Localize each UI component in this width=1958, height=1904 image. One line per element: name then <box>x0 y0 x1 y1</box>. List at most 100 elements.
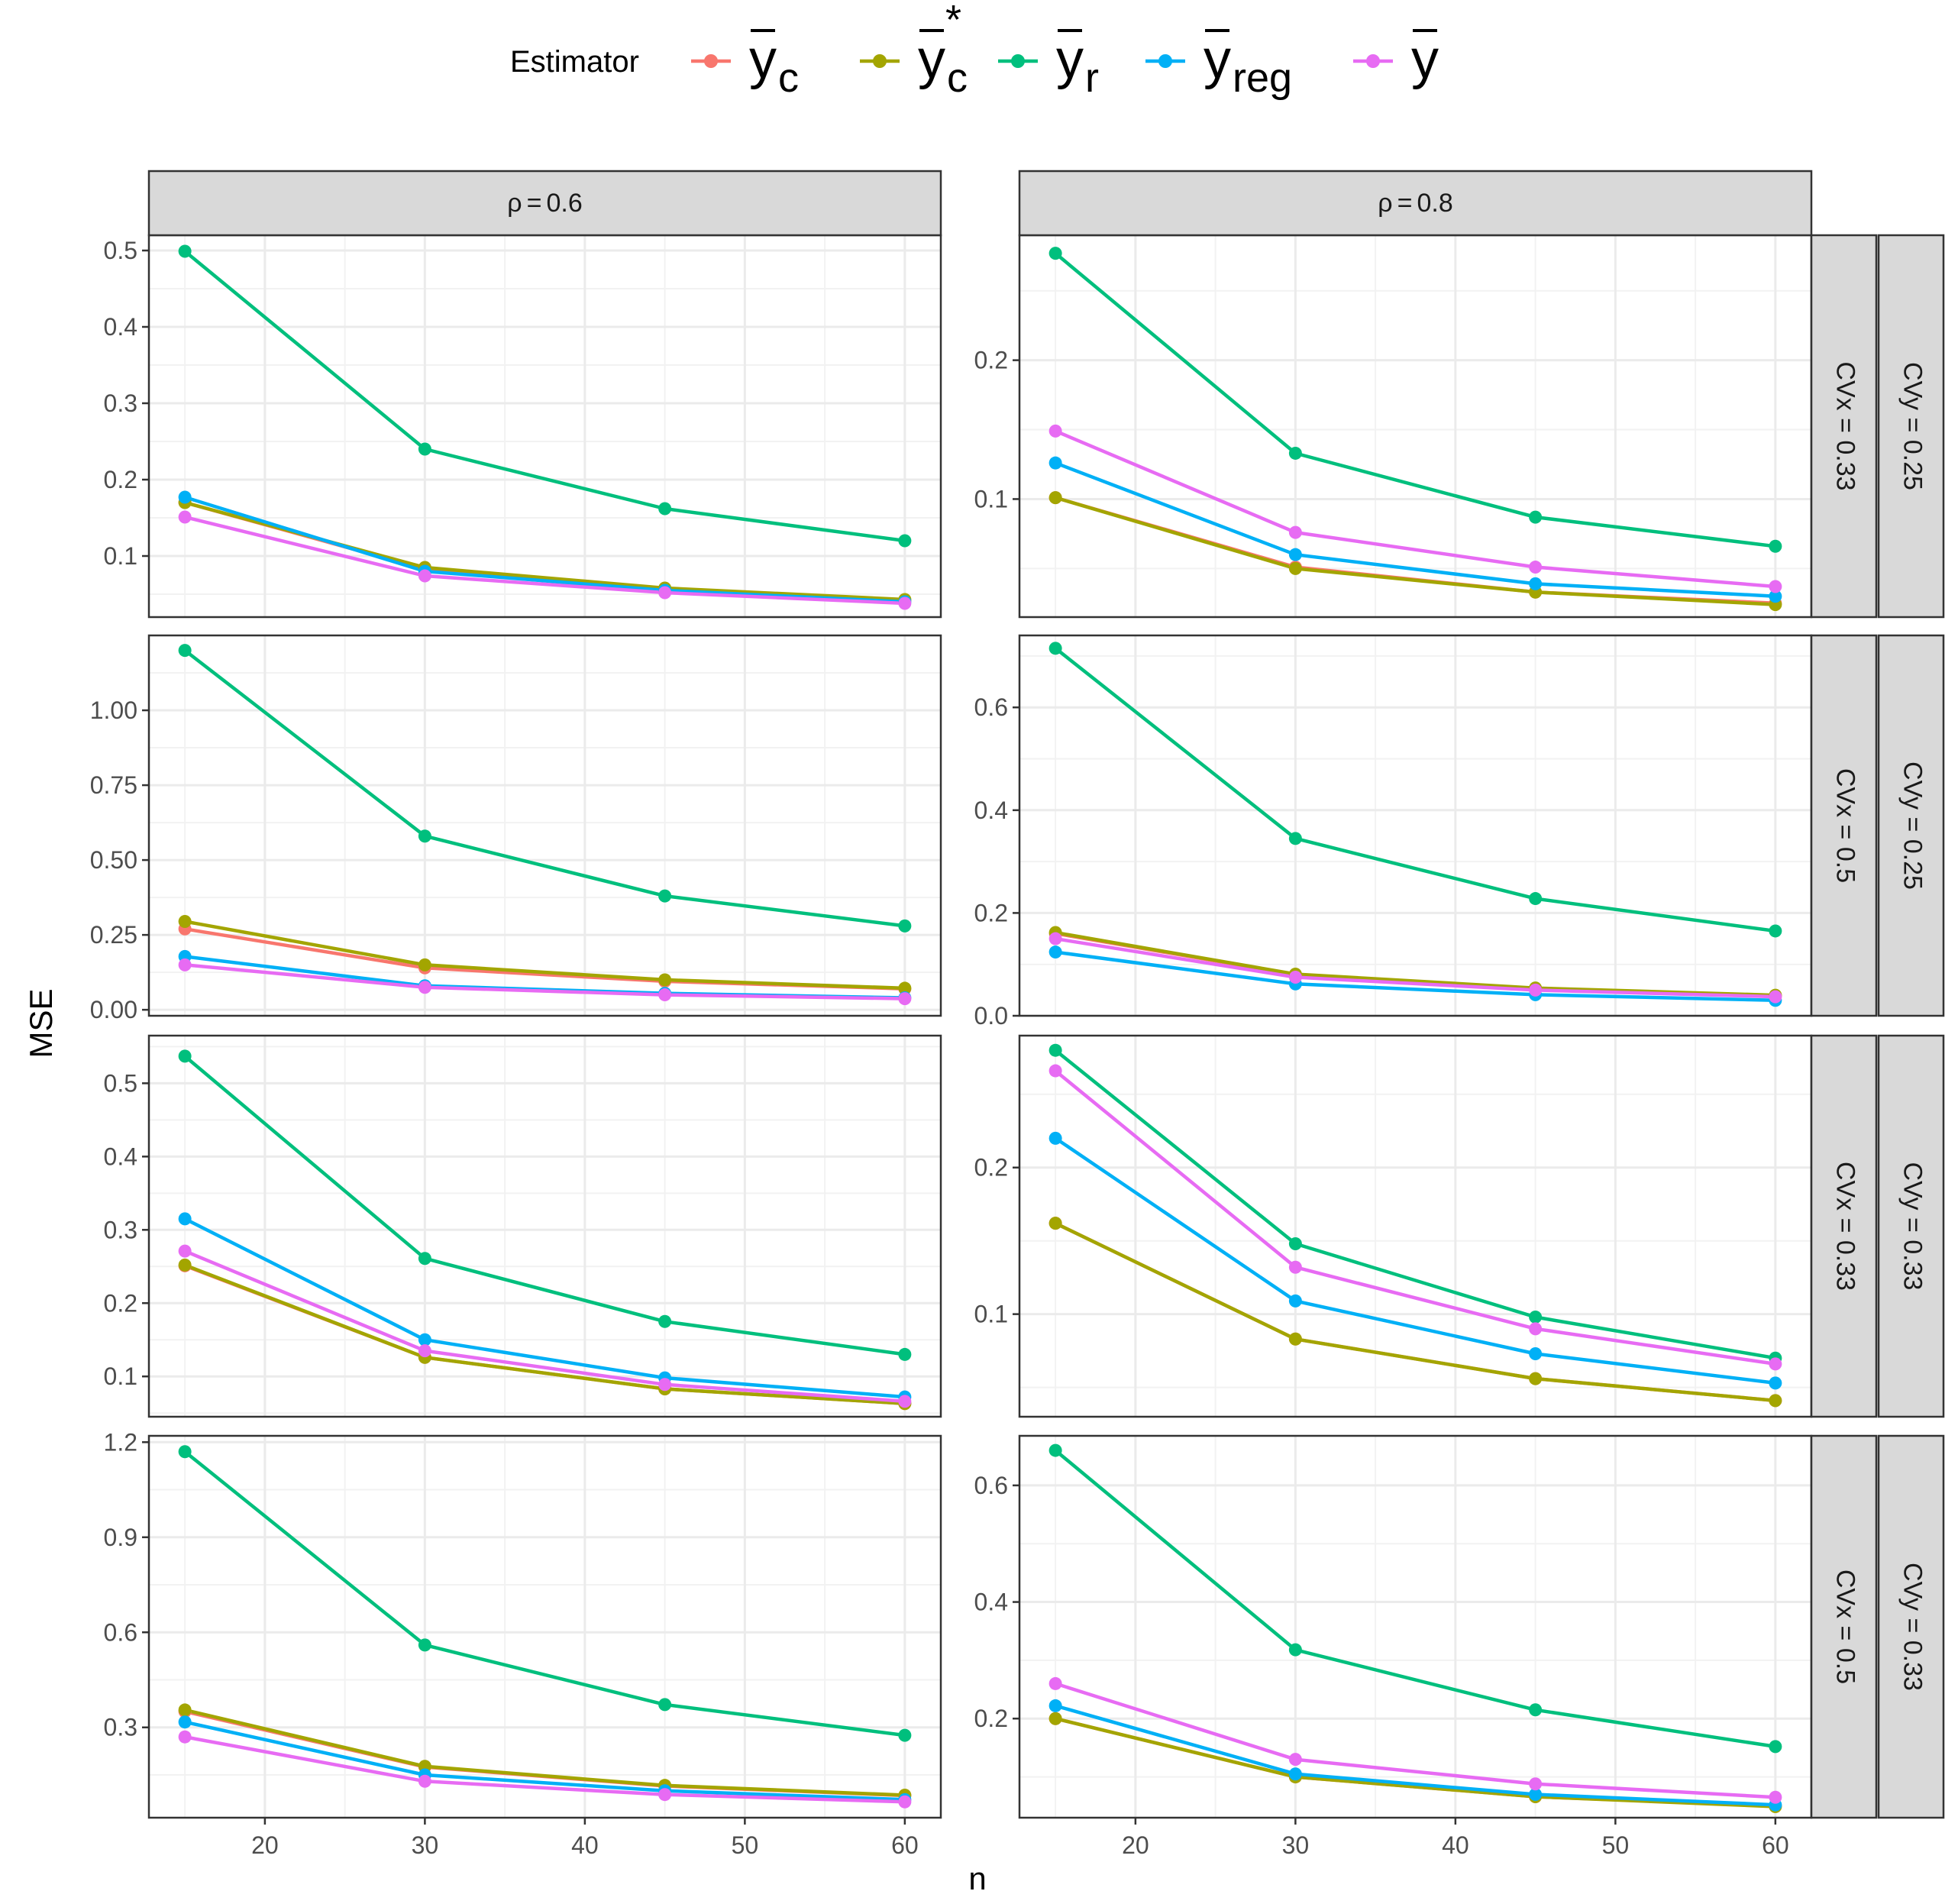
point-yr <box>1048 1443 1062 1457</box>
legend-key-point <box>1366 54 1380 68</box>
panel-background <box>1019 1436 1811 1818</box>
x-tick-label: 60 <box>891 1831 919 1859</box>
point-yreg <box>178 490 192 504</box>
point-yr <box>1529 510 1543 524</box>
point-yr <box>178 1049 192 1063</box>
y-tick-label: 0.4 <box>104 1143 137 1170</box>
y-tick-label: 0.1 <box>974 485 1008 512</box>
legend: Estimator y c y c*y r y reg y <box>510 0 1439 101</box>
x-tick-label: 20 <box>1122 1831 1149 1859</box>
point-ybar <box>1529 1777 1543 1791</box>
point-ybar <box>418 1774 431 1788</box>
point-ybar <box>1288 1260 1302 1274</box>
series-line-yr <box>183 1450 906 1738</box>
series-line-ybar <box>1055 936 1775 999</box>
point-yc_star <box>1048 1712 1062 1725</box>
point-yr <box>658 889 672 903</box>
point-ybar <box>1048 932 1062 946</box>
facet-strips: ρ = 0.6 ρ = 0.8 CVx = 0.33 CVy = 0.25 CVx = 0.5 C… <box>147 170 1945 1819</box>
point-ybar <box>658 1788 672 1802</box>
point-yr <box>1769 1740 1782 1754</box>
point-yr <box>178 644 192 658</box>
point-ybar <box>1048 1064 1062 1078</box>
legend-label-subscript: reg <box>1233 55 1292 101</box>
y-tick-label: 0.75 <box>90 771 137 799</box>
series-line-ybar <box>184 515 906 606</box>
panel-r1-c1 <box>1018 634 1813 1017</box>
point-yc_star <box>178 914 192 928</box>
y-tick-label: 0.3 <box>104 1216 137 1243</box>
series-line-yr <box>1054 251 1776 548</box>
row-strip-cvx <box>1810 1434 1878 1819</box>
point-yreg <box>178 1715 192 1729</box>
column-strip-label: ρ = 0.6 <box>507 189 582 218</box>
panel-r0-c1 <box>1018 234 1813 619</box>
series-line-yc_star <box>184 920 905 991</box>
legend-label-symbol: y <box>749 29 777 90</box>
point-yr <box>1048 247 1062 260</box>
x-tick-label: 60 <box>1762 1831 1789 1859</box>
y-tick-label: 0.3 <box>104 390 137 417</box>
panel-background <box>149 235 941 617</box>
point-yr <box>658 1698 672 1712</box>
y-tick-label: 0.4 <box>974 1589 1008 1616</box>
point-yc_star <box>1048 491 1062 505</box>
point-yreg <box>1769 1376 1782 1390</box>
y-tick-label: 0.1 <box>104 542 137 570</box>
row-strip-cvx-label: CVx = 0.5 <box>1831 1569 1860 1684</box>
y-tick-label: 0.50 <box>90 846 137 874</box>
series-line-yr <box>1054 1449 1776 1749</box>
row-strip-cvx <box>1810 634 1878 1017</box>
point-yc_star <box>418 958 431 971</box>
row-strip-cvx <box>1810 234 1878 619</box>
point-ybar <box>1288 525 1302 539</box>
panel-r0-c0 <box>147 234 942 619</box>
point-ybar <box>1769 1790 1782 1804</box>
panel-r1-c0 <box>147 634 942 1017</box>
y-tick-label: 0.4 <box>974 797 1008 824</box>
panel-background <box>1019 1036 1811 1417</box>
point-yreg <box>1048 456 1062 470</box>
row-strip-cvx-label: CVx = 0.33 <box>1831 361 1860 490</box>
y-tick-label: 0.2 <box>974 347 1008 374</box>
point-yr <box>1769 924 1782 938</box>
column-strip <box>1018 170 1813 237</box>
point-ybar <box>658 1378 672 1392</box>
y-tick-label: 1.2 <box>104 1428 137 1456</box>
x-tick-label: 50 <box>732 1831 759 1859</box>
point-yc_star <box>898 981 912 995</box>
point-ybar <box>178 1244 192 1258</box>
y-tick-label: 0.6 <box>974 693 1008 721</box>
point-ybar <box>898 1795 912 1809</box>
point-ybar <box>418 981 431 994</box>
point-yr <box>1529 892 1543 906</box>
y-tick-label: 0.00 <box>90 996 137 1023</box>
point-yr <box>418 829 431 843</box>
x-tick-label: 30 <box>1282 1831 1310 1859</box>
point-yreg <box>1288 1767 1302 1781</box>
legend-label-subscript: c <box>947 55 968 101</box>
legend-entry-yreg: y reg <box>1145 29 1292 101</box>
row-strip-cvy <box>1877 1434 1945 1819</box>
point-yr <box>1529 1310 1543 1324</box>
series-line-ybar <box>1054 1069 1776 1366</box>
point-yc_star <box>178 1258 192 1272</box>
point-ybar <box>1529 561 1543 574</box>
x-tick-label: 20 <box>251 1831 279 1859</box>
point-ybar <box>1769 990 1782 1004</box>
point-ybar <box>898 992 912 1006</box>
series-line-ybar <box>1055 429 1776 589</box>
legend-label-symbol: y <box>1056 29 1084 90</box>
point-yreg <box>178 1212 192 1226</box>
x-tick-label: 30 <box>412 1831 439 1859</box>
point-yreg <box>1048 1131 1062 1145</box>
series-line-ybar <box>184 1734 905 1804</box>
legend-entry-ybar: y <box>1353 29 1439 90</box>
point-yc_star <box>1048 1217 1062 1230</box>
point-yc_star <box>1288 1332 1302 1346</box>
panel-border <box>147 1434 942 1819</box>
point-yr <box>898 534 912 548</box>
point-ybar <box>1529 1322 1543 1336</box>
